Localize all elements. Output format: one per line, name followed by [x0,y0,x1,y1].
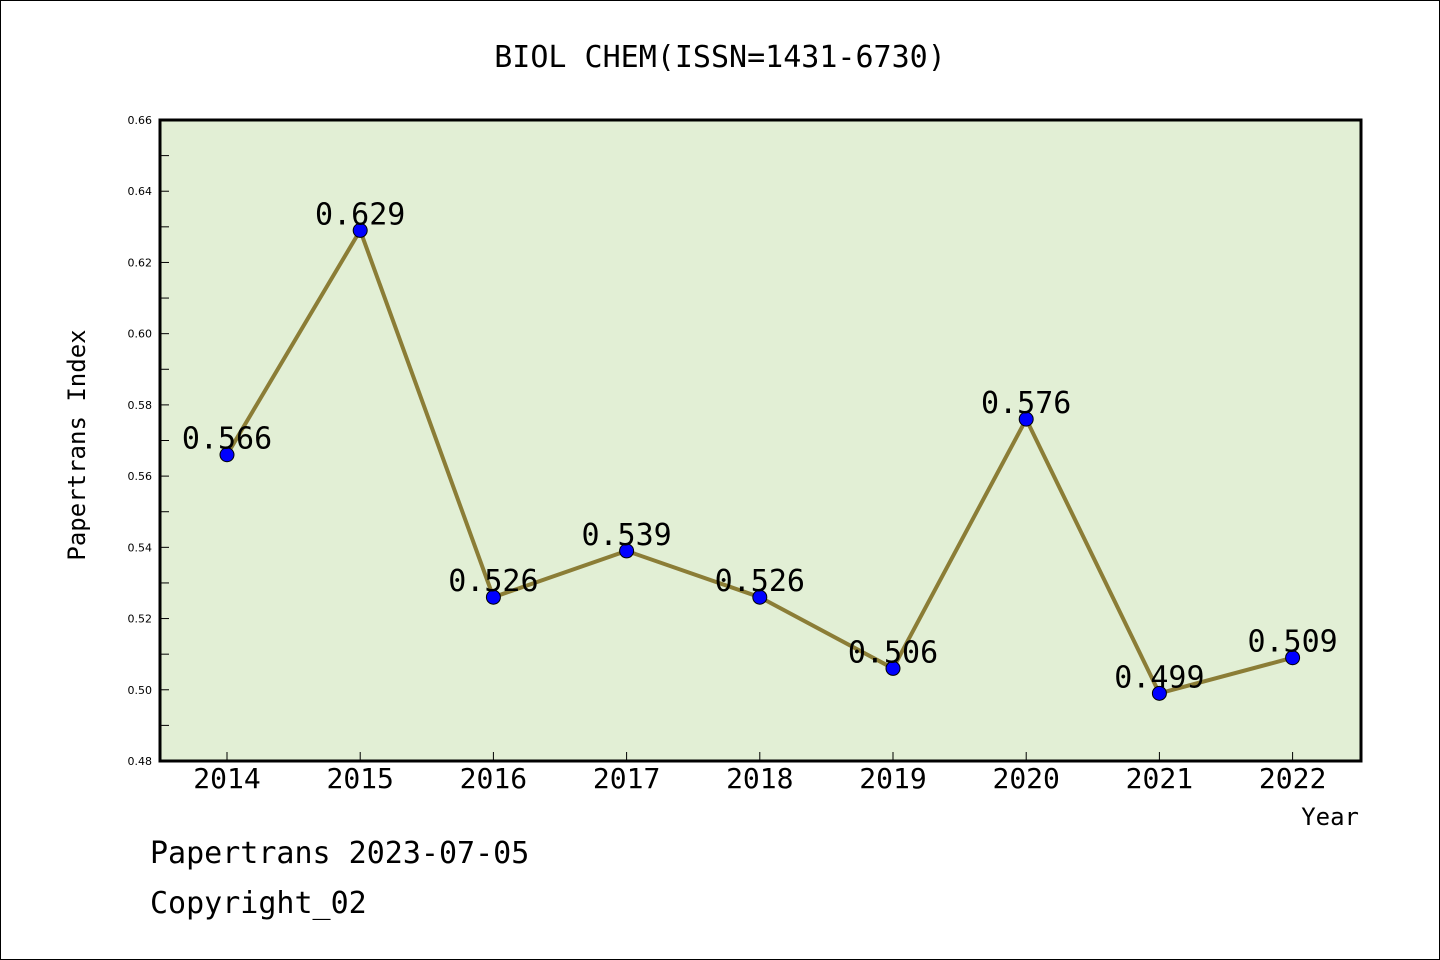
data-label: 0.509 [1247,625,1337,660]
footer-date: Papertrans 2023-07-05 [150,836,529,871]
data-point [485,589,501,605]
data-label: 0.526 [715,564,805,599]
x-axis: 2014 2015 2016 2017 2018 2019 2020 2021 2022 [193,752,1326,795]
data-label: 0.506 [848,635,938,670]
x-tick-label: 2022 [1259,762,1326,795]
y-tick-label: 0.62 [128,256,153,269]
x-tick-label: 2019 [859,762,926,795]
x-tick-label: 2021 [1126,762,1193,795]
footer-copyright: Copyright_02 [150,886,367,921]
data-label: 0.629 [315,197,405,232]
y-axis: 0.48 0.50 0.52 0.54 0.56 0.58 0.60 0.62 0.64 0.66 [128,114,169,768]
x-tick-label: 2016 [460,762,527,795]
y-tick-label: 0.52 [128,613,153,626]
y-tick-label: 0.54 [128,541,153,554]
x-axis-label: Year [1301,803,1359,831]
y-tick-label: 0.58 [128,399,153,412]
y-tick-label: 0.64 [128,185,153,198]
data-label: 0.539 [581,518,671,553]
data-point [752,589,768,605]
data-label: 0.566 [182,422,272,457]
y-tick-label: 0.56 [128,470,153,483]
x-tick-label: 2017 [593,762,660,795]
x-tick-label: 2014 [193,762,260,795]
data-point [619,543,635,559]
x-tick-label: 2020 [992,762,1059,795]
data-label: 0.576 [981,386,1071,421]
x-tick-label: 2018 [726,762,793,795]
data-point [219,447,235,463]
data-point [885,660,901,676]
data-point [1151,685,1167,701]
y-tick-label: 0.50 [128,684,153,697]
y-tick-label: 0.66 [128,114,153,127]
x-tick-label: 2015 [326,762,393,795]
y-tick-label: 0.48 [128,755,153,768]
data-label: 0.499 [1114,660,1204,695]
y-axis-label: Papertrans Index [63,329,91,560]
data-point [1285,650,1301,666]
data-point [1018,411,1034,427]
data-points [219,222,1301,701]
chart-title: BIOL CHEM(ISSN=1431-6730) [494,40,946,75]
data-label: 0.526 [448,564,538,599]
data-point [352,222,368,238]
y-tick-label: 0.60 [128,328,153,341]
data-labels: 0.566 0.629 0.526 0.539 0.526 0.506 0.576 0.499… [182,197,1338,695]
